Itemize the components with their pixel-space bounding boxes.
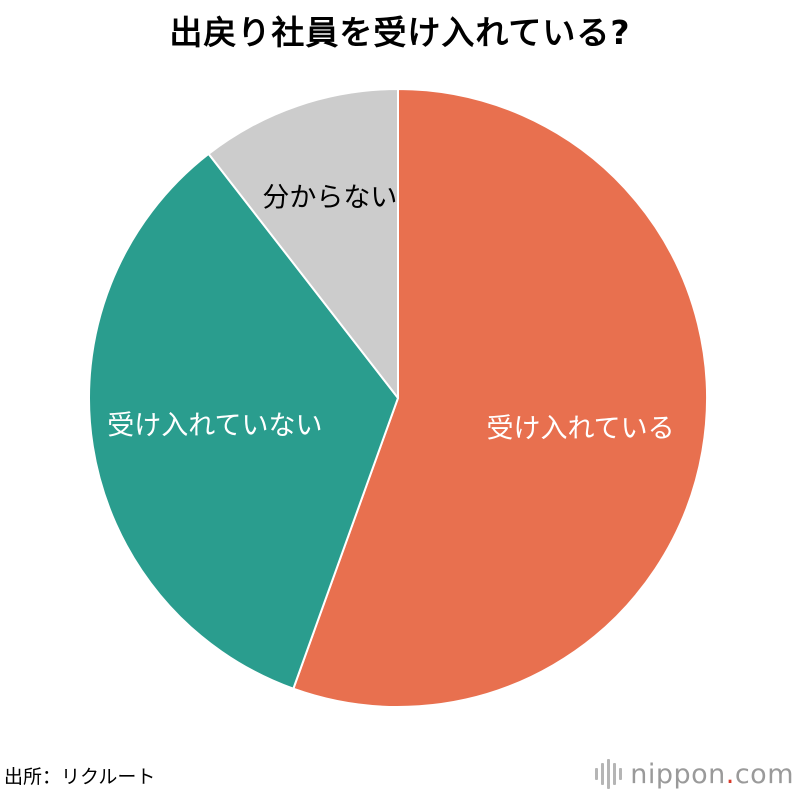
logo-bars-icon [595,759,623,789]
pie-slices [88,88,708,708]
pie-slice-label-2: 受け入れていない [107,411,322,442]
logo-wordmark: nippon.com [630,759,794,790]
logo-name: nippon [630,758,726,790]
nippon-logo: nippon.com [595,756,794,792]
pie-labels: 受け入れている 受け入れていない 分からない [107,183,674,445]
pie-slice-label-3: 分からない [262,183,397,214]
logo-dot: . [725,758,735,790]
chart-title: 出戻り社員を受け入れている? [169,13,631,52]
pie-slice-label-1: 受け入れている [486,413,674,444]
pie-slice-1 [292,88,708,708]
pie-slice-3 [207,88,399,399]
source-note: 出所：リクルート [4,766,156,788]
pie-slice-2 [88,152,399,690]
logo-tld: com [734,758,794,790]
